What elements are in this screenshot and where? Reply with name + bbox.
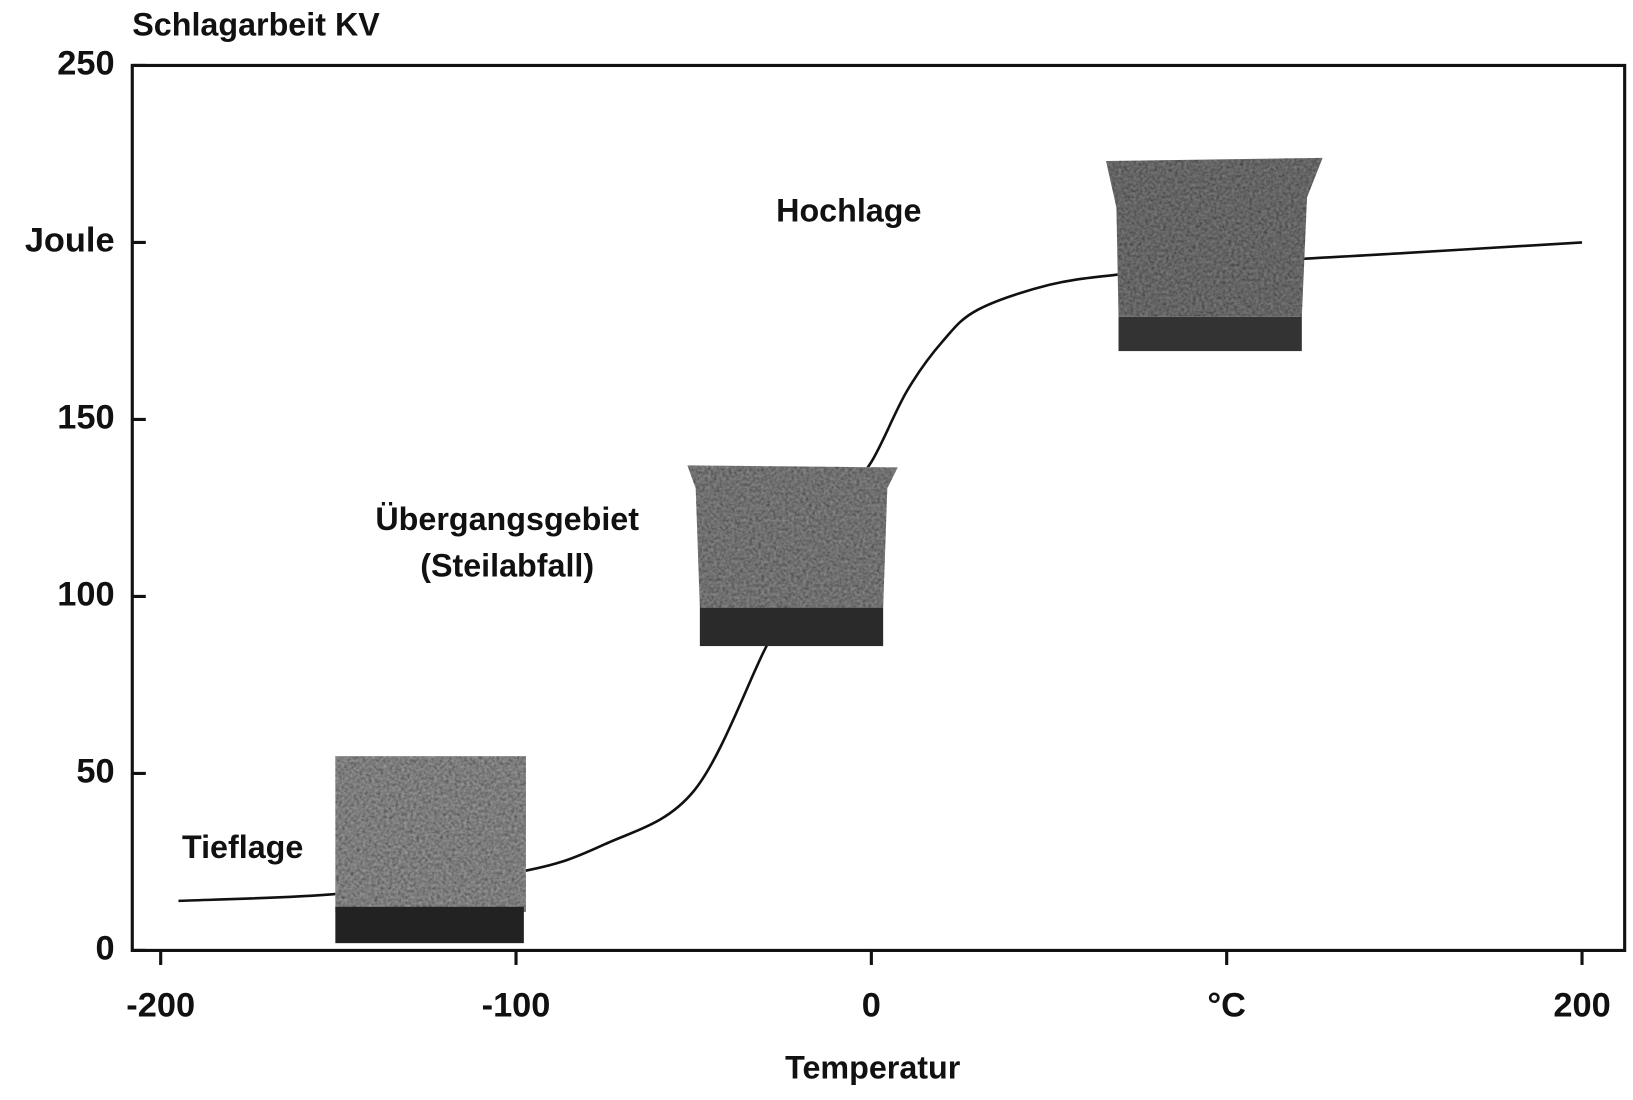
specimen-face — [1106, 158, 1323, 317]
x-tick-label: 200 — [1553, 987, 1610, 1025]
annotation: Übergangsgebiet — [375, 501, 639, 537]
specimen-mid — [687, 465, 897, 646]
specimen-notch — [335, 907, 524, 943]
specimen-low — [335, 756, 526, 943]
x-tick-label: 0 — [862, 987, 881, 1025]
x-tick-label: -200 — [126, 987, 195, 1025]
specimen-notch — [700, 608, 883, 646]
y-tick-label: 100 — [57, 576, 114, 614]
chart: Schlagarbeit KV Temperatur -200 -100 0 °C 20… — [0, 0, 1633, 1100]
specimen-face — [335, 756, 526, 912]
chart-title: Schlagarbeit KV — [132, 7, 380, 43]
specimen-face — [687, 465, 897, 607]
x-tick-label: °C — [1207, 987, 1246, 1025]
y-tick-label: Joule — [25, 222, 115, 260]
specimen-high — [1106, 158, 1323, 351]
x-axis-label: Temperatur — [785, 1049, 961, 1085]
x-tick-label: -100 — [482, 987, 551, 1025]
annotation: Tieflage — [182, 829, 303, 865]
y-tick-label: 150 — [57, 399, 114, 437]
y-tick-label: 0 — [95, 930, 114, 968]
y-tick-label: 50 — [76, 753, 114, 791]
annotation: (Steilabfall) — [420, 548, 594, 584]
specimen-notch — [1119, 317, 1302, 351]
y-tick-label: 250 — [57, 45, 114, 83]
page: Schlagarbeit KV Temperatur -200 -100 0 °C 20… — [0, 0, 1633, 1100]
annotation: Hochlage — [776, 192, 921, 228]
